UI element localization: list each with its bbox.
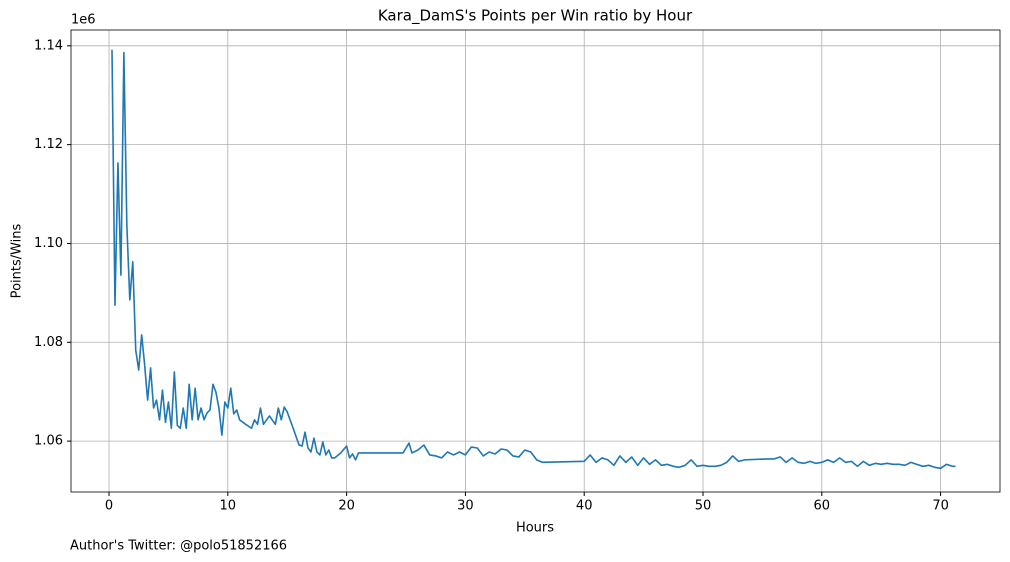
y-tick-label: 1.14	[34, 38, 63, 53]
x-tick-label: 0	[105, 499, 113, 514]
x-tick-label: 10	[220, 499, 237, 514]
chart-title: Kara_DamS's Points per Win ratio by Hour	[378, 7, 693, 26]
plot-frame	[70, 29, 1001, 493]
x-tick-label: 50	[695, 499, 712, 514]
y-offset-label: 1e6	[71, 13, 96, 28]
data-line	[111, 49, 956, 470]
x-tick-label: 40	[576, 499, 593, 514]
y-tick-label: 1.08	[34, 335, 63, 350]
y-tick-label: 1.06	[34, 434, 63, 449]
footer: Author's Twitter: @polo51852166	[70, 539, 287, 554]
x-tick-label: 70	[932, 499, 949, 514]
x-tick-label: 60	[814, 499, 831, 514]
y-tick-label: 1.10	[34, 236, 63, 251]
x-tick-label: 20	[338, 499, 355, 514]
y-tick-label: 1.12	[34, 137, 63, 152]
y-axis-label: Points/Wins	[10, 223, 25, 298]
x-axis-label: Hours	[516, 521, 554, 536]
x-tick-label: 30	[457, 499, 474, 514]
